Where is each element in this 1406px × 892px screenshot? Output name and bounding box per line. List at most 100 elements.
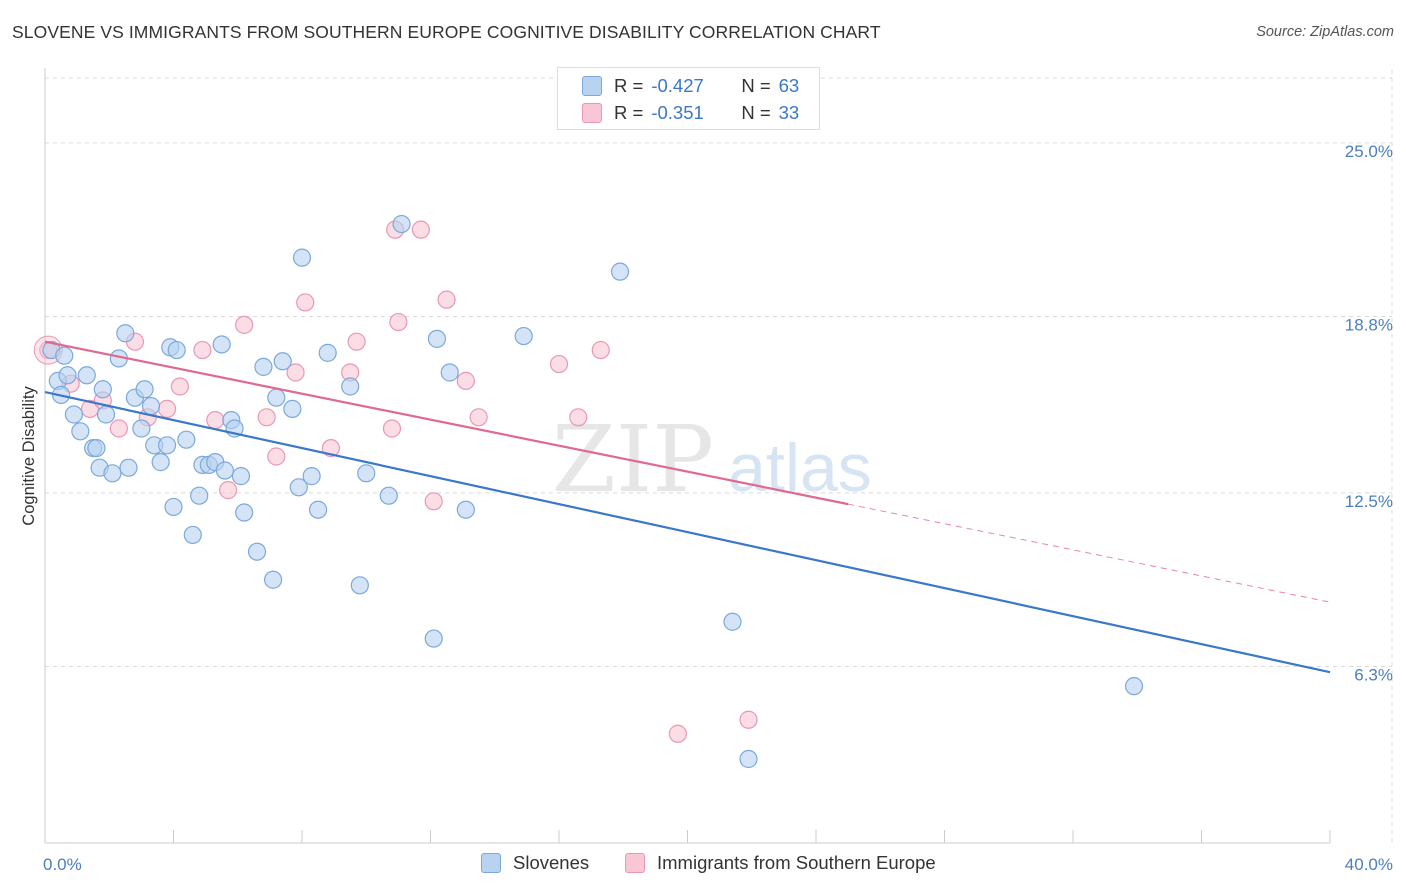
slovenes-point — [177, 430, 196, 449]
immigrants-point — [411, 220, 430, 239]
slovenes-point — [96, 405, 116, 424]
x-tick-label: 40.0% — [1345, 855, 1393, 874]
slovenes-point — [292, 248, 312, 267]
r-value: -0.427 — [651, 75, 704, 96]
slovenes-trend-line — [44, 391, 1331, 674]
x-tick-label: 0.0% — [43, 855, 82, 874]
slovenes-point — [77, 366, 96, 385]
n-label: N = — [741, 75, 771, 96]
immigrants-point — [424, 492, 443, 511]
slovenes-point — [87, 438, 106, 458]
slovenes-point — [183, 525, 202, 545]
immigrants-point — [549, 354, 569, 374]
slovenes-point — [93, 380, 112, 399]
slovenes-point — [379, 486, 398, 505]
slovenes-point — [514, 326, 533, 346]
slovenes-point — [135, 380, 154, 399]
immigrants-point — [257, 408, 276, 427]
immigrants-trend-extension — [848, 503, 1331, 603]
slovenes-point — [164, 497, 183, 517]
immigrants-point — [739, 710, 758, 729]
immigrants-point — [235, 315, 254, 334]
slovenes-point — [157, 436, 177, 455]
slovenes-point — [58, 366, 77, 385]
immigrants-point — [569, 408, 588, 427]
slovenes-swatch — [582, 76, 602, 96]
immigrants-point — [109, 419, 128, 438]
source-label: Source: ZipAtlas.com — [1256, 24, 1394, 40]
slovenes-point — [1124, 677, 1144, 696]
grid-layer — [45, 70, 1393, 843]
n-value: 63 — [778, 75, 800, 96]
y-tick-label: 25.0% — [1345, 142, 1393, 161]
slovenes-point — [247, 542, 267, 561]
r-value: -0.351 — [651, 102, 704, 123]
legend-label-immigrants: Immigrants from Southern Europe — [657, 852, 936, 873]
immigrants-point — [206, 410, 225, 430]
slovenes-point — [231, 467, 251, 486]
slovenes-point — [308, 500, 328, 519]
slovenes-point — [302, 467, 321, 486]
slovenes-point — [119, 458, 138, 477]
chart-title: SLOVENE VS IMMIGRANTS FROM SOUTHERN EURO… — [12, 22, 881, 42]
trend-lines — [44, 340, 1331, 674]
immigrants-point — [193, 340, 212, 360]
slovenes-point — [254, 357, 273, 376]
immigrants-point — [296, 293, 315, 312]
watermark: ZIP atlas — [552, 406, 872, 513]
slovenes-point — [456, 500, 475, 519]
slovenes-point — [235, 503, 254, 522]
slovenes-point — [723, 612, 742, 631]
slovenes-point — [103, 464, 122, 483]
slovenes-point — [610, 262, 630, 281]
legend-item-slovenes[interactable]: Slovenes — [481, 852, 589, 874]
legend-label-slovenes: Slovenes — [513, 852, 590, 873]
slovenes-point — [440, 363, 459, 382]
immigrants-swatch — [625, 853, 645, 873]
y-tick-label: 6.3% — [1354, 666, 1393, 685]
slovenes-point — [273, 352, 292, 371]
slovenes-point — [167, 340, 186, 360]
slovenes-point — [212, 335, 231, 354]
y-tick-label: 12.5% — [1345, 492, 1393, 511]
immigrants-swatch — [582, 103, 602, 123]
correlation-legend: R = -0.427 N = 63 R = -0.351 N = 33 — [557, 67, 820, 130]
n-value: 33 — [778, 102, 800, 123]
immigrants-point — [591, 340, 610, 360]
slovenes-point — [132, 419, 151, 438]
immigrants-point — [382, 419, 402, 438]
immigrants-point — [456, 371, 475, 390]
slovenes-point — [55, 346, 74, 365]
slovenes-point — [215, 461, 234, 480]
legend-row-immigrants: R = -0.351 N = 33 — [582, 101, 799, 125]
slovenes-point — [357, 464, 376, 483]
immigrants-point — [389, 312, 408, 332]
slovenes-point — [318, 343, 337, 362]
immigrants-trend-line — [44, 340, 849, 506]
slovenes-point — [392, 214, 411, 234]
r-label: R = — [614, 102, 644, 123]
slovenes-swatch — [481, 853, 501, 873]
slovenes-point — [424, 629, 443, 648]
slovenes-point — [263, 570, 283, 589]
slovenes-point — [151, 453, 170, 472]
immigrants-point — [469, 408, 488, 427]
slovenes-point — [350, 576, 369, 595]
slovenes-point — [739, 749, 758, 769]
r-label: R = — [614, 75, 644, 96]
axis-labels: 6.3% 12.5% 18.8% 25.0% 0.0% 40.0% Cognitive Di… — [20, 142, 1393, 874]
immigrants-point — [219, 481, 238, 500]
series-legend: Slovenes Immigrants from Southern Europe — [0, 852, 1406, 878]
slovenes-point — [141, 396, 161, 416]
slovenes-point — [267, 388, 286, 407]
slovenes-point — [71, 422, 90, 441]
slovenes-point — [427, 329, 447, 348]
immigrants-point — [157, 399, 177, 418]
slovenes-point — [341, 377, 360, 396]
immigrants-point — [286, 363, 305, 382]
n-label: N = — [741, 102, 771, 123]
legend-item-immigrants[interactable]: Immigrants from Southern Europe — [625, 852, 936, 874]
immigrants-point — [170, 377, 190, 396]
slovenes-point — [283, 399, 302, 418]
